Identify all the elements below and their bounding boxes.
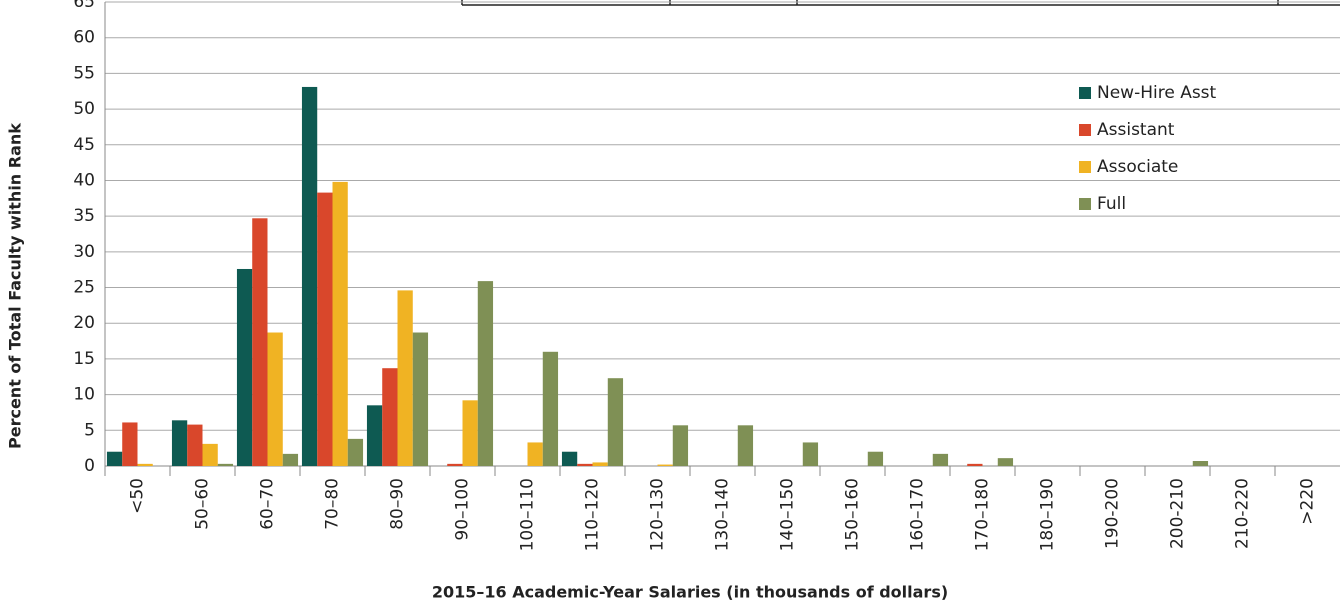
bar	[867, 451, 884, 466]
legend-swatch	[1079, 161, 1091, 173]
bar	[802, 442, 819, 466]
x-tick-label: >220	[1298, 478, 1318, 525]
bar	[382, 368, 398, 466]
x-tick-label: 70–80	[323, 478, 343, 530]
y-tick-label: 25	[73, 278, 95, 298]
x-tick-label: 190-200	[1103, 478, 1123, 549]
bar	[967, 463, 983, 466]
y-tick-label: 20	[73, 313, 95, 333]
bar	[202, 443, 218, 466]
bar	[577, 463, 593, 466]
x-tick-label: 200-210	[1168, 478, 1188, 549]
x-tick-label: 60–70	[258, 478, 278, 530]
bar	[447, 463, 463, 466]
y-tick-label: 55	[73, 63, 95, 83]
x-tick-label: 140–150	[778, 478, 798, 551]
bar	[267, 332, 283, 466]
x-tick-label: <50	[128, 478, 148, 514]
bar	[477, 281, 494, 466]
y-tick-label: 5	[84, 420, 95, 440]
y-tick-label: 30	[73, 242, 95, 262]
legend-swatch	[1079, 198, 1091, 210]
bar	[282, 453, 299, 466]
y-tick-label: 0	[84, 456, 95, 476]
y-tick-label: 45	[73, 135, 95, 155]
bar	[347, 438, 364, 466]
legend-label: Associate	[1097, 157, 1178, 177]
legend-label: Assistant	[1097, 120, 1175, 140]
x-tick-label: 160–170	[908, 478, 928, 551]
y-tick-label: 35	[73, 206, 95, 226]
bar	[527, 442, 543, 466]
x-tick-label: 210-220	[1233, 478, 1253, 549]
bar	[462, 400, 478, 466]
legend-label: New-Hire Asst	[1097, 83, 1217, 103]
x-tick-label: 80–90	[388, 478, 408, 530]
x-axis-title: 2015–16 Academic-Year Salaries (in thous…	[432, 583, 948, 602]
x-tick-label: 90–100	[453, 478, 473, 541]
bar	[672, 425, 689, 466]
bar	[332, 181, 348, 467]
bar	[236, 268, 253, 466]
y-tick-label: 10	[73, 385, 95, 405]
y-axis-title: Percent of Total Faculty within Rank	[6, 123, 25, 449]
x-tick-label: 130–140	[713, 478, 733, 551]
x-tick-label: 110–120	[583, 478, 603, 551]
bar	[607, 378, 624, 466]
bar	[187, 424, 203, 466]
y-tick-label: 65	[73, 0, 95, 12]
bar	[106, 451, 123, 466]
bar	[592, 462, 608, 466]
x-tick-label: 150–160	[843, 478, 863, 551]
x-tick-label: 170–180	[973, 478, 993, 551]
bar	[542, 351, 559, 466]
bar	[932, 453, 949, 466]
bar	[301, 86, 318, 466]
x-tick-label: 50–60	[193, 478, 213, 530]
bar	[252, 218, 268, 466]
y-tick-label: 60	[73, 28, 95, 48]
y-tick-label: 40	[73, 170, 95, 190]
bar	[737, 425, 754, 466]
bar	[657, 464, 673, 466]
bar	[1192, 461, 1209, 466]
bar	[366, 405, 383, 466]
y-tick-label: 15	[73, 349, 95, 369]
x-tick-label: 120–130	[648, 478, 668, 551]
bar	[137, 463, 153, 466]
y-tick-label: 50	[73, 99, 95, 119]
legend-swatch	[1079, 87, 1091, 99]
legend-label: Full	[1097, 194, 1126, 214]
bar	[122, 422, 138, 466]
bar	[217, 463, 234, 466]
x-tick-label: 100–110	[518, 478, 538, 551]
bar	[997, 458, 1014, 466]
bar	[561, 451, 578, 466]
bar	[412, 332, 429, 466]
x-tick-label: 180–190	[1038, 478, 1058, 551]
legend-swatch	[1079, 124, 1091, 136]
bar	[171, 420, 188, 466]
bar	[317, 192, 333, 466]
bar	[397, 290, 413, 466]
